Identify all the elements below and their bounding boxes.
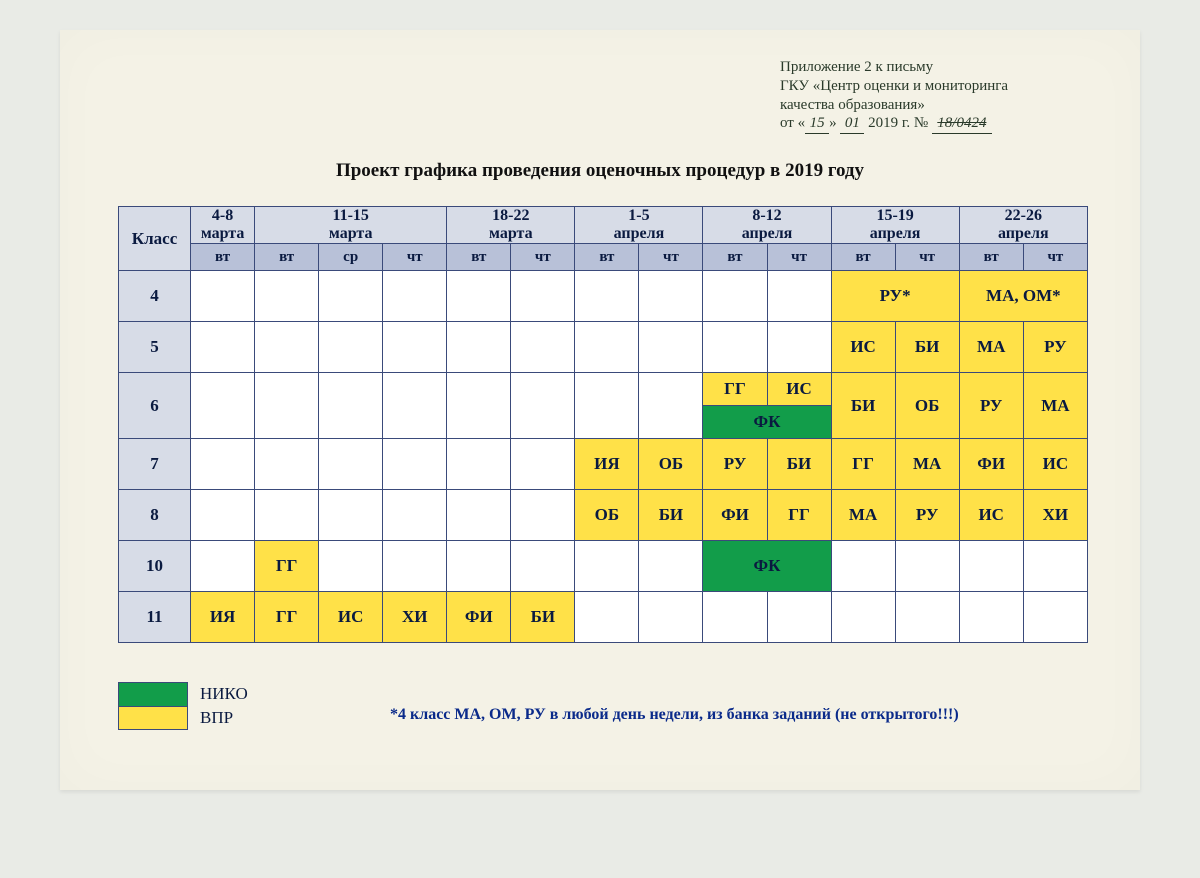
row-grade-11: 11 ИЯ ГГ ИС ХИ ФИ БИ <box>119 592 1088 643</box>
document-title: Проект графика проведения оценочных проц… <box>60 160 1140 182</box>
handwritten-day: 15 <box>805 114 829 134</box>
row-grade-7: 7 ИЯ ОБ РУ БИ ГГ МА ФИ ИС <box>119 439 1088 490</box>
letterhead-date: от «15» 01 2019 г. № 18/0424 <box>780 114 1110 134</box>
handwritten-number: 18/0424 <box>932 114 992 134</box>
row-grade-8: 8 ОБ БИ ФИ ГГ МА РУ ИС ХИ <box>119 490 1088 541</box>
row-grade-5: 5 ИС БИ МА РУ <box>119 322 1088 373</box>
schedule-table: Класс 4-8марта 11-15марта 18-22марта 1-5… <box>118 206 1088 643</box>
period-6: 22-26апреля <box>959 207 1087 244</box>
handwritten-month: 01 <box>840 114 864 134</box>
period-3: 1-5апреля <box>575 207 703 244</box>
legend-swatch-green <box>118 682 188 706</box>
header-row-days: вт вт ср чт вт чт вт чт вт чт вт чт вт ч… <box>119 244 1088 271</box>
letterhead-line2: ГКУ «Центр оценки и мониторинга <box>780 77 1110 96</box>
letterhead-line3: качества образования» <box>780 96 1110 115</box>
period-4: 8-12апреля <box>703 207 831 244</box>
letterhead-line1: Приложение 2 к письму <box>780 58 1110 77</box>
period-5: 15-19апреля <box>831 207 959 244</box>
col-klass: Класс <box>119 207 191 271</box>
row-grade-6: 6 ГГ ИС ФК БИ ОБ РУ МА <box>119 373 1088 439</box>
period-2: 18-22марта <box>447 207 575 244</box>
period-0: 4-8марта <box>191 207 255 244</box>
cell-g4-ru: РУ* <box>831 271 959 322</box>
row-grade-10: 10 ГГ ФК <box>119 541 1088 592</box>
letterhead: Приложение 2 к письму ГКУ «Центр оценки … <box>780 58 1110 134</box>
cell-g6-stack: ГГ ИС ФК <box>703 373 831 439</box>
document-page: Приложение 2 к письму ГКУ «Центр оценки … <box>60 30 1140 790</box>
legend: НИКО ВПР <box>118 682 248 730</box>
cell-g4-ma-om: МА, ОМ* <box>959 271 1087 322</box>
legend-vpr: ВПР <box>118 706 248 730</box>
header-row-periods: Класс 4-8марта 11-15марта 18-22марта 1-5… <box>119 207 1088 244</box>
footnote: *4 класс МА, ОМ, РУ в любой день недели,… <box>390 706 1100 724</box>
row-grade-4: 4 РУ* МА, ОМ* <box>119 271 1088 322</box>
legend-swatch-yellow <box>118 706 188 730</box>
period-1: 11-15марта <box>255 207 447 244</box>
legend-niko: НИКО <box>118 682 248 706</box>
